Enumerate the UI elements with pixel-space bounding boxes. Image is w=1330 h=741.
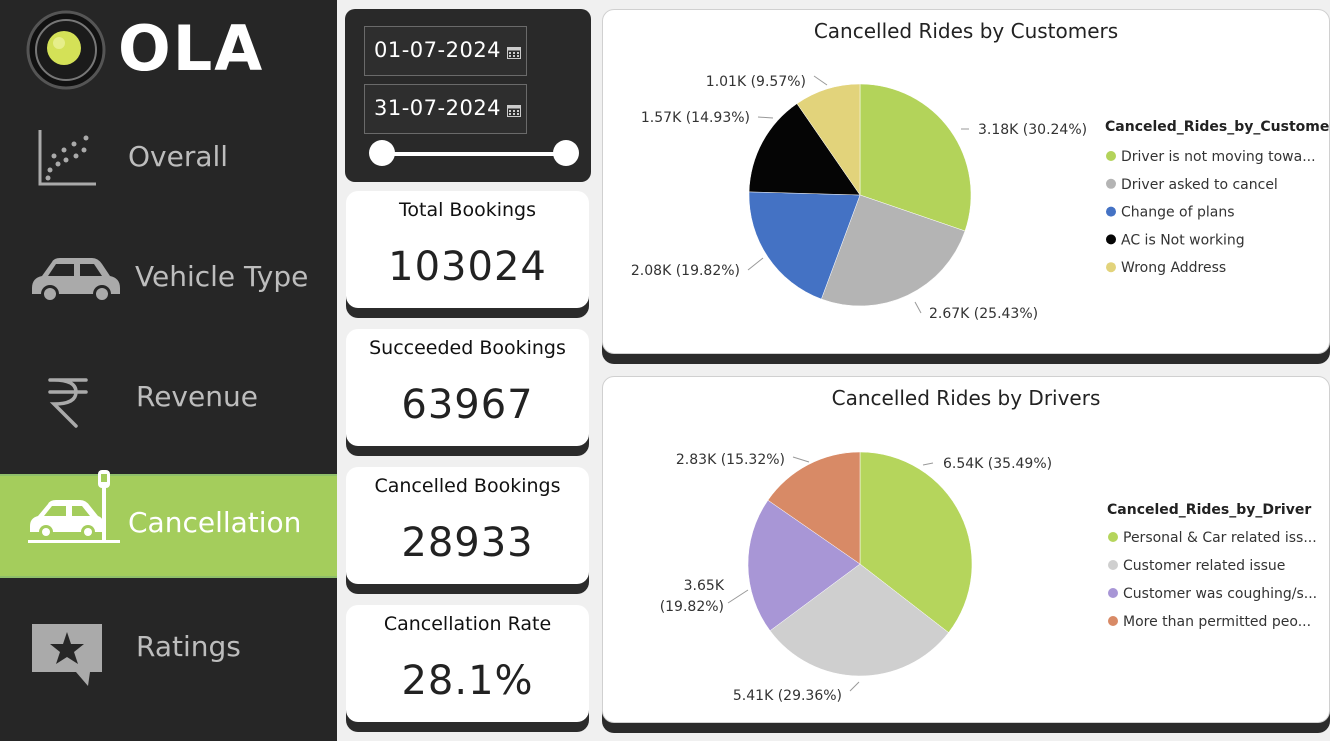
- kpi-cancellation-rate: Cancellation Rate 28.1%: [346, 605, 589, 722]
- nav-label: Overall: [128, 140, 229, 173]
- nav-label: Revenue: [136, 380, 258, 413]
- customer-cancellations-chart: Cancelled Rides by Customers 3.18K (30.24…: [602, 9, 1330, 354]
- start-date-input[interactable]: 01-07-2024: [364, 26, 527, 76]
- legend-marker[interactable]: [1106, 234, 1116, 245]
- legend-marker[interactable]: [1108, 532, 1118, 542]
- legend-item[interactable]: Driver is not moving towa...: [1121, 149, 1316, 165]
- leader-line: [914, 301, 922, 314]
- driver-cancellations-chart: Cancelled Rides by Drivers 6.54K (35.49%)…: [602, 376, 1330, 723]
- legend-item[interactable]: AC is Not working: [1121, 232, 1245, 248]
- ola-logo: OLA: [26, 10, 266, 92]
- kpi-title: Total Bookings: [399, 199, 536, 221]
- data-label: 6.54K (35.49%): [943, 456, 1052, 472]
- legend-marker[interactable]: [1106, 151, 1116, 161]
- kpi-succeeded-bookings: Succeeded Bookings 63967: [346, 329, 589, 446]
- kpi-value: 63967: [401, 382, 534, 428]
- legend-marker[interactable]: [1108, 588, 1118, 598]
- legend-item[interactable]: Customer was coughing/s...: [1123, 586, 1317, 602]
- start-date-value: 01-07-2024: [374, 38, 502, 62]
- nav-label: Cancellation: [128, 506, 302, 539]
- car-icon: [28, 254, 124, 308]
- kpi-value: 28933: [401, 520, 534, 566]
- pie-slice[interactable]: [747, 499, 861, 632]
- pie-slice[interactable]: [748, 103, 861, 196]
- legend-item[interactable]: Wrong Address: [1121, 260, 1226, 276]
- pie-slice[interactable]: [859, 83, 972, 232]
- calendar-icon[interactable]: [507, 44, 521, 63]
- nav-item-revenue[interactable]: Revenue: [0, 348, 337, 448]
- driver-cancellations-pie: Cancelled Rides by Drivers 6.54K (35.49%)…: [660, 386, 1317, 704]
- legend-marker[interactable]: [1106, 206, 1116, 217]
- data-label: 3.18K (30.24%): [978, 122, 1087, 138]
- legend-item[interactable]: Personal & Car related iss...: [1123, 530, 1317, 546]
- leader-line: [922, 462, 934, 466]
- leader-line: [813, 75, 828, 86]
- kpi-title: Cancelled Bookings: [374, 475, 561, 497]
- nav-item-overall[interactable]: Overall: [0, 108, 337, 208]
- legend-title: Canceled_Rides_by_Customer: [1105, 119, 1329, 135]
- nav-item-vehicle-type[interactable]: Vehicle Type: [0, 228, 337, 328]
- data-label: 1.01K (9.57%): [706, 74, 806, 90]
- nav-item-cancellation[interactable]: Cancellation: [0, 470, 337, 578]
- legend-item[interactable]: More than permitted peo...: [1123, 614, 1311, 630]
- star-message-icon: [30, 622, 104, 692]
- kpi-title: Cancellation Rate: [383, 613, 552, 635]
- kpi-cancelled-bookings: Cancelled Bookings 28933: [346, 467, 589, 584]
- data-label: 3.65K (19.82%): [660, 578, 725, 615]
- legend-marker[interactable]: [1106, 262, 1116, 273]
- data-label: 5.41K (29.36%): [733, 688, 842, 704]
- pie-slice[interactable]: [796, 83, 861, 196]
- legend-marker[interactable]: [1106, 178, 1116, 189]
- kpi-value: 103024: [388, 244, 547, 290]
- end-date-input[interactable]: 31-07-2024: [364, 84, 527, 134]
- legend-item[interactable]: Customer related issue: [1123, 558, 1285, 574]
- nav-label: Ratings: [136, 630, 241, 663]
- kpi-value: 28.1%: [401, 658, 534, 704]
- data-label: 2.67K (25.43%): [929, 306, 1038, 322]
- legend-title: Canceled_Rides_by_Driver: [1107, 502, 1311, 518]
- legend-item[interactable]: Driver asked to cancel: [1121, 177, 1278, 193]
- date-filter-panel: 01-07-2024 31-07-2024: [345, 9, 591, 182]
- leader-line: [757, 116, 774, 119]
- legend-item[interactable]: Change of plans: [1121, 205, 1235, 221]
- leader-line: [747, 257, 764, 271]
- legend-marker[interactable]: [1108, 616, 1118, 626]
- data-label: 2.83K (15.32%): [676, 452, 785, 468]
- pie-slice[interactable]: [767, 451, 861, 565]
- calendar-icon[interactable]: [507, 102, 521, 121]
- legend-marker[interactable]: [1108, 560, 1118, 570]
- end-date-value: 31-07-2024: [374, 96, 502, 120]
- sidebar: OLA Overall Ve: [0, 0, 337, 741]
- chart-title: Cancelled Rides by Customers: [814, 19, 1118, 43]
- chart-title: Cancelled Rides by Drivers: [832, 386, 1101, 410]
- pie-slice[interactable]: [859, 451, 973, 633]
- customer-cancellations-pie: Cancelled Rides by Customers 3.18K (30.24…: [631, 19, 1329, 322]
- brand-name: OLA: [118, 12, 265, 85]
- pie-slice[interactable]: [769, 563, 949, 677]
- data-label: 2.08K (19.82%): [631, 263, 740, 279]
- date-range-end-handle[interactable]: [553, 140, 579, 166]
- car-crash-icon: [28, 470, 124, 554]
- leader-line: [849, 681, 860, 692]
- data-label: 1.57K (14.93%): [641, 110, 750, 126]
- pie-slice[interactable]: [748, 191, 861, 300]
- nav-label: Vehicle Type: [135, 260, 309, 293]
- nav-item-ratings[interactable]: Ratings: [0, 598, 337, 698]
- scatter-plot-icon: [36, 126, 98, 192]
- kpi-total-bookings: Total Bookings 103024: [346, 191, 589, 308]
- date-range-slider-track[interactable]: [382, 152, 565, 156]
- rupee-icon: [46, 374, 90, 434]
- kpi-title: Succeeded Bookings: [369, 337, 566, 359]
- leader-line: [792, 456, 810, 463]
- leader-line: [727, 589, 749, 604]
- date-range-start-handle[interactable]: [369, 140, 395, 166]
- pie-slice[interactable]: [821, 194, 966, 307]
